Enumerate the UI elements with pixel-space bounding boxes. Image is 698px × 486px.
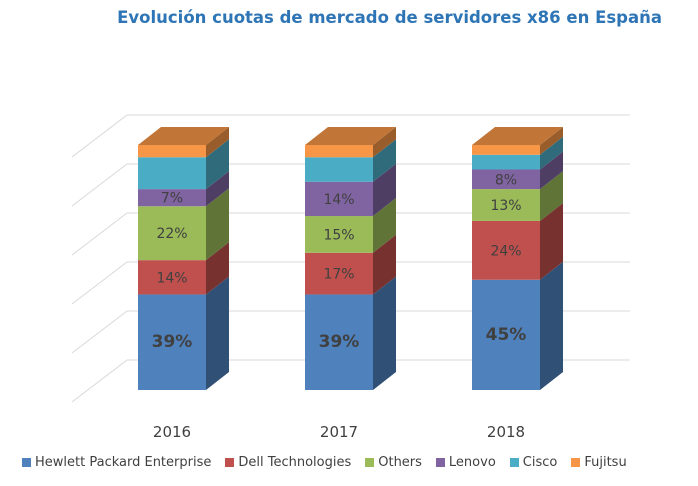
gridline-diagonal (71, 114, 128, 158)
bar-side (373, 234, 396, 295)
data-label: 22% (156, 226, 187, 242)
bar-side (206, 242, 229, 295)
gridline-diagonal (71, 359, 128, 403)
bar-side (206, 188, 229, 261)
legend-item: Hewlett Packard Enterprise (22, 455, 211, 470)
bar-segment (305, 216, 373, 253)
x-tick-label: 2017 (320, 423, 358, 441)
bar-side (206, 139, 229, 190)
legend-label: Cisco (522, 455, 558, 470)
data-label: 7% (161, 191, 183, 207)
bar-segment (138, 260, 206, 295)
gridline-diagonal (71, 163, 128, 207)
gridline-diagonal (71, 212, 128, 256)
legend-item: Cisco (509, 455, 558, 470)
bar-segment (305, 181, 373, 217)
bar-segment (305, 145, 373, 158)
bar-side (540, 202, 563, 280)
legend-swatch (22, 458, 31, 467)
bar-side (206, 127, 229, 158)
legend-swatch (509, 458, 519, 467)
bar-segment (472, 279, 540, 390)
bar-segment (305, 294, 373, 390)
bar-side (206, 276, 229, 390)
bar-side (373, 163, 396, 217)
x-tick-label: 2016 (153, 423, 191, 441)
data-label: 17% (323, 267, 354, 283)
legend-label: Fujitsu (584, 455, 627, 470)
data-label: 39% (319, 332, 360, 352)
legend-item: Others (365, 455, 422, 470)
bar-segment (138, 206, 206, 261)
bar-side (540, 127, 563, 155)
bar-side (540, 261, 563, 390)
legend-label: Dell Technologies (238, 455, 352, 470)
legend-label: Others (378, 455, 422, 470)
bar-segment (305, 157, 373, 182)
legend-swatch (225, 458, 235, 467)
data-label: 39% (152, 332, 193, 352)
bar-side (540, 151, 563, 190)
data-label: 45% (486, 325, 527, 345)
bar-side (540, 171, 563, 221)
bar-segment (138, 294, 206, 390)
legend-item: Lenovo (435, 455, 496, 470)
legend-item: Dell Technologies (225, 455, 351, 470)
bar-top (138, 127, 229, 145)
bar-side (206, 171, 229, 207)
data-label: 14% (323, 192, 354, 208)
bar-segment (472, 145, 540, 155)
gridline-diagonal (71, 310, 128, 354)
bar-side (373, 139, 396, 182)
legend-swatch (365, 458, 375, 467)
data-label: 24% (490, 243, 521, 259)
legend-swatch (571, 458, 581, 467)
data-label: 14% (156, 270, 187, 286)
bar-segment (138, 157, 206, 190)
bar-top (472, 127, 563, 145)
bar-segment (472, 154, 540, 170)
bar-segment (472, 189, 540, 221)
bar-segment (305, 252, 373, 295)
bar-side (373, 127, 396, 158)
legend: Hewlett Packard Enterprise Dell Technolog… (22, 455, 627, 470)
bar-side (373, 198, 396, 253)
bar-segment (138, 145, 206, 158)
legend-label: Lenovo (448, 455, 496, 470)
legend-label: Hewlett Packard Enterprise (35, 455, 212, 470)
data-label: 13% (490, 198, 521, 214)
bar-segment (472, 220, 540, 280)
bar-segment (138, 189, 206, 207)
bar-side (373, 276, 396, 390)
data-label: 8% (495, 172, 517, 188)
bar-top (305, 127, 396, 145)
x-tick-label: 2018 (487, 423, 525, 441)
data-label: 15% (323, 227, 354, 243)
bar-segment (472, 169, 540, 190)
chart-title: Evolución cuotas de mercado de servidore… (117, 8, 662, 27)
bar-side (540, 136, 563, 170)
gridline-diagonal (71, 261, 128, 305)
legend-item: Fujitsu (571, 455, 627, 470)
legend-swatch (435, 458, 445, 467)
